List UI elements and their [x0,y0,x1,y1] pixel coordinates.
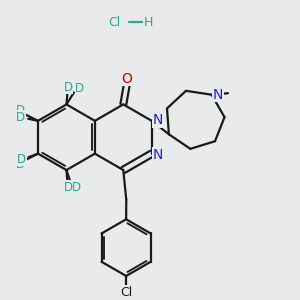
Text: D: D [17,152,26,166]
Text: D: D [64,181,73,194]
Text: N: N [153,148,164,162]
Text: D: D [16,111,25,124]
Text: D: D [72,182,82,194]
Text: D: D [75,82,85,94]
Text: H: H [144,16,153,29]
Text: D: D [16,158,25,171]
Text: Cl: Cl [120,286,132,298]
Text: D: D [16,104,25,117]
Text: O: O [122,72,132,86]
Text: N: N [153,113,164,127]
Text: N: N [213,88,223,102]
Text: Cl: Cl [108,16,120,29]
Text: D: D [64,81,73,94]
